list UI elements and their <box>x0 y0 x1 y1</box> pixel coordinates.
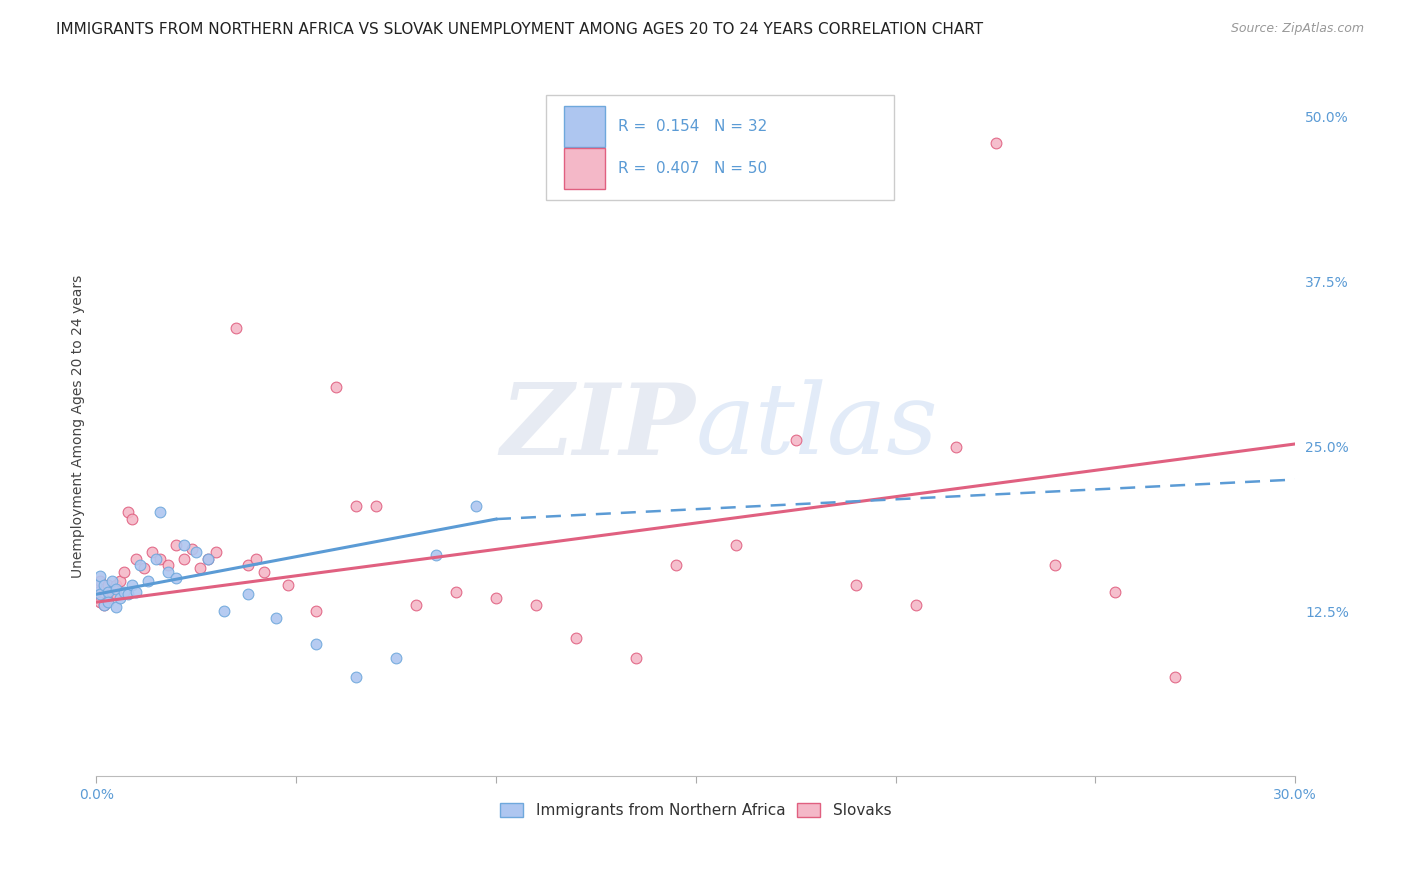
Point <box>1104 584 1126 599</box>
Point <box>364 499 387 513</box>
Point <box>405 598 427 612</box>
Point <box>245 551 267 566</box>
Point <box>89 574 111 588</box>
Point <box>264 611 287 625</box>
Point <box>565 631 588 645</box>
Point <box>129 558 152 573</box>
Legend: Immigrants from Northern Africa, Slovaks: Immigrants from Northern Africa, Slovaks <box>495 797 897 824</box>
Point <box>105 582 128 596</box>
Point <box>197 551 219 566</box>
Point <box>117 587 139 601</box>
Point <box>785 433 807 447</box>
Point <box>173 551 195 566</box>
Point <box>93 598 115 612</box>
Point <box>136 574 159 588</box>
Point <box>89 587 111 601</box>
Point <box>165 539 187 553</box>
Point <box>149 551 172 566</box>
Point <box>97 591 120 606</box>
Point <box>225 321 247 335</box>
Text: Source: ZipAtlas.com: Source: ZipAtlas.com <box>1230 22 1364 36</box>
Point <box>101 584 124 599</box>
Point <box>1045 558 1067 573</box>
Point <box>904 598 927 612</box>
Point <box>110 591 132 606</box>
Point <box>186 545 208 559</box>
Text: R =  0.407   N = 50: R = 0.407 N = 50 <box>617 161 768 176</box>
Point <box>665 558 688 573</box>
Point <box>845 578 868 592</box>
Text: atlas: atlas <box>696 379 939 475</box>
Point <box>112 565 135 579</box>
Point <box>425 548 447 562</box>
Point <box>238 558 260 573</box>
Point <box>984 136 1007 151</box>
Point <box>253 565 276 579</box>
Point <box>157 558 180 573</box>
Point <box>724 539 747 553</box>
Text: IMMIGRANTS FROM NORTHERN AFRICA VS SLOVAK UNEMPLOYMENT AMONG AGES 20 TO 24 YEARS: IMMIGRANTS FROM NORTHERN AFRICA VS SLOVA… <box>56 22 983 37</box>
Point <box>1164 670 1187 684</box>
Point <box>305 604 328 618</box>
Point <box>105 600 128 615</box>
Point <box>238 587 260 601</box>
Point <box>344 499 367 513</box>
Point <box>465 499 488 513</box>
Point <box>117 506 139 520</box>
Point <box>121 578 143 592</box>
Point <box>385 650 408 665</box>
Point <box>93 598 115 612</box>
Point <box>624 650 647 665</box>
Point <box>97 578 120 592</box>
FancyBboxPatch shape <box>546 95 894 200</box>
Point <box>97 595 120 609</box>
Point <box>89 595 111 609</box>
Point <box>125 584 148 599</box>
Point <box>188 561 211 575</box>
Point <box>105 578 128 592</box>
Point <box>134 561 156 575</box>
Point <box>205 545 228 559</box>
Point <box>325 380 347 394</box>
Point <box>197 551 219 566</box>
Text: ZIP: ZIP <box>501 378 696 475</box>
Point <box>141 545 163 559</box>
Point <box>105 587 128 601</box>
Y-axis label: Unemployment Among Ages 20 to 24 years: Unemployment Among Ages 20 to 24 years <box>72 275 86 578</box>
Point <box>485 591 508 606</box>
Point <box>125 551 148 566</box>
Point <box>121 512 143 526</box>
Point <box>110 574 132 588</box>
Point <box>101 574 124 588</box>
Point <box>165 571 187 585</box>
Point <box>86 578 108 592</box>
Point <box>344 670 367 684</box>
Point <box>112 584 135 599</box>
Point <box>173 539 195 553</box>
Point <box>212 604 235 618</box>
Text: R =  0.154   N = 32: R = 0.154 N = 32 <box>617 119 768 134</box>
Point <box>89 568 111 582</box>
Point <box>97 584 120 599</box>
Point <box>305 637 328 651</box>
Point <box>86 584 108 599</box>
Point <box>93 578 115 592</box>
Point <box>93 582 115 596</box>
Point <box>149 506 172 520</box>
FancyBboxPatch shape <box>564 106 605 147</box>
Point <box>524 598 547 612</box>
Point <box>157 565 180 579</box>
Point <box>145 551 167 566</box>
Point <box>181 542 204 557</box>
Point <box>444 584 467 599</box>
Point <box>277 578 299 592</box>
FancyBboxPatch shape <box>564 148 605 189</box>
Point <box>945 440 967 454</box>
